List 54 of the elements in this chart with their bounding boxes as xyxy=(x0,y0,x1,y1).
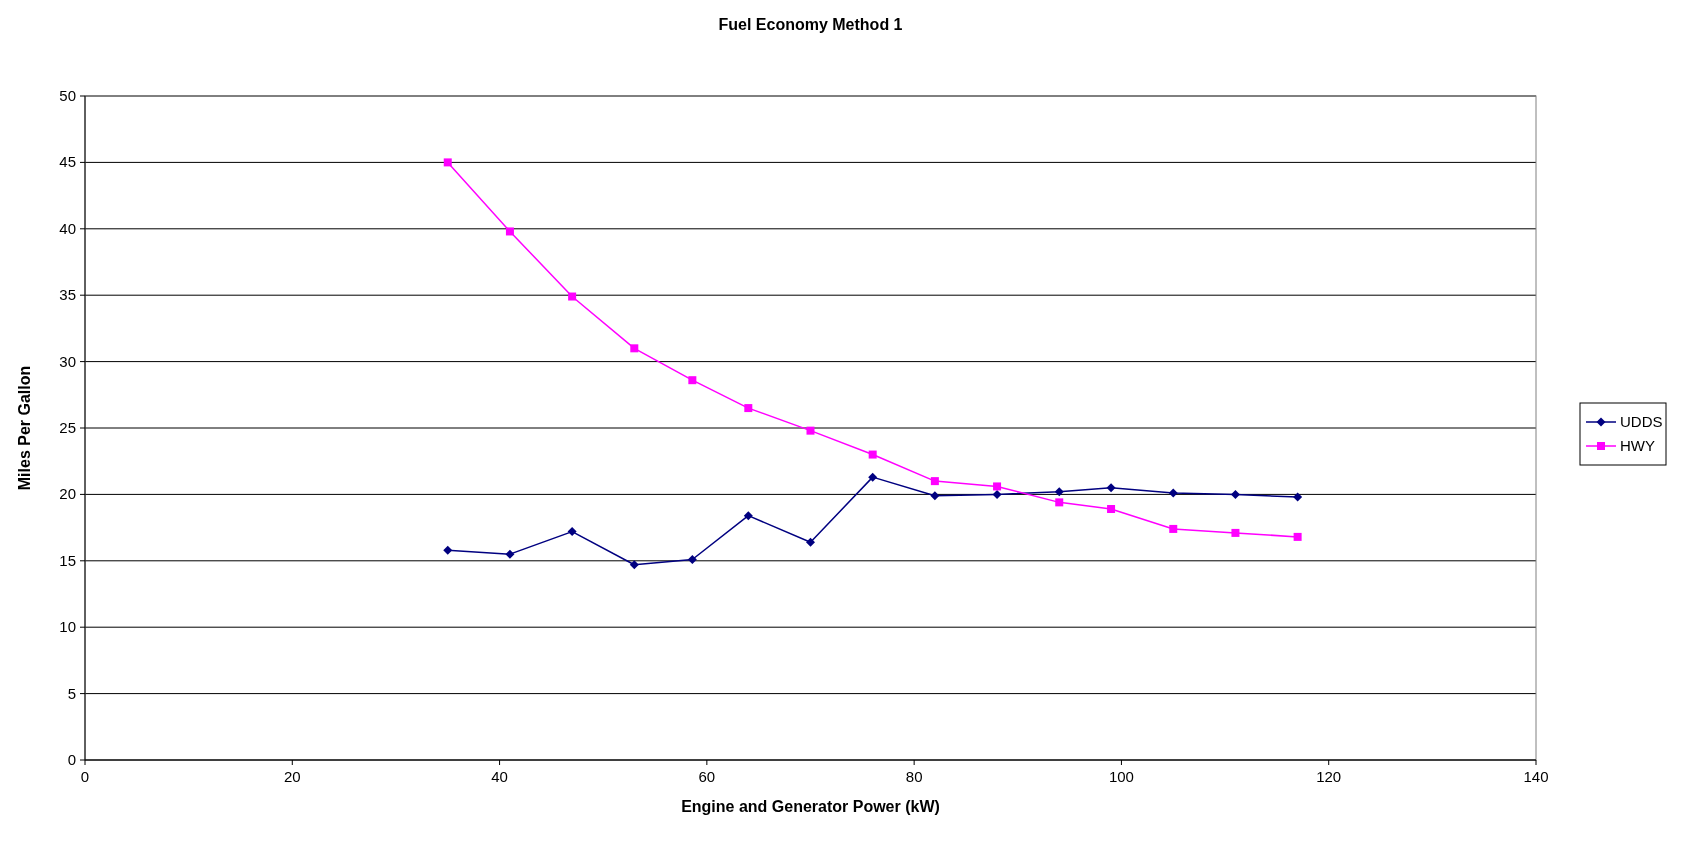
y-tick-label: 20 xyxy=(59,485,76,503)
point xyxy=(505,549,515,559)
x-tick-label: 60 xyxy=(698,768,716,785)
y-tick-label: 30 xyxy=(59,352,76,370)
point xyxy=(1055,498,1064,507)
point xyxy=(1293,532,1302,541)
point xyxy=(930,477,939,486)
x-axis-title: Engine and Generator Power (kW) xyxy=(681,798,940,815)
y-tick-label: 40 xyxy=(59,219,76,237)
y-tick-label: 15 xyxy=(59,551,76,569)
point xyxy=(806,537,815,547)
point xyxy=(930,491,940,501)
point xyxy=(1107,505,1116,514)
point xyxy=(505,227,514,236)
y-tick-label: 45 xyxy=(59,153,76,171)
x-tick-label: 120 xyxy=(1316,768,1342,785)
point xyxy=(1231,528,1240,537)
chart-title: Fuel Economy Method 1 xyxy=(718,16,903,33)
y-tick-label: 0 xyxy=(67,751,76,768)
x-tick-label: 20 xyxy=(283,768,301,785)
y-tick-label: 35 xyxy=(59,286,76,304)
point xyxy=(992,489,1002,499)
point xyxy=(868,472,878,482)
point xyxy=(1054,487,1064,497)
x-tick-label: 0 xyxy=(80,768,90,785)
y-axis-title: Miles Per Gallon xyxy=(16,365,33,491)
point xyxy=(1168,488,1178,498)
y-tick-label: 10 xyxy=(59,618,76,636)
point xyxy=(1106,483,1116,493)
y-tick-label: 5 xyxy=(67,684,76,702)
legend-label: UDDS xyxy=(1620,413,1663,430)
point xyxy=(688,376,697,385)
point xyxy=(1169,524,1178,533)
point xyxy=(443,545,453,555)
point xyxy=(744,404,753,413)
y-tick-label: 50 xyxy=(59,87,76,104)
point xyxy=(1230,489,1240,499)
point xyxy=(1293,492,1303,502)
point xyxy=(806,426,815,435)
point xyxy=(568,292,577,301)
x-tick-label: 40 xyxy=(491,768,508,785)
point xyxy=(687,554,697,564)
x-tick-label: 140 xyxy=(1523,768,1549,785)
y-tick-label: 25 xyxy=(59,419,76,436)
point xyxy=(868,450,877,459)
point xyxy=(743,511,753,521)
x-tick-label: 80 xyxy=(905,768,923,785)
legend-label: HWY xyxy=(1620,437,1655,454)
point xyxy=(567,527,577,537)
point xyxy=(629,560,639,570)
point xyxy=(993,482,1002,491)
point xyxy=(443,158,452,167)
x-tick-label: 100 xyxy=(1108,768,1134,785)
point xyxy=(630,344,639,353)
